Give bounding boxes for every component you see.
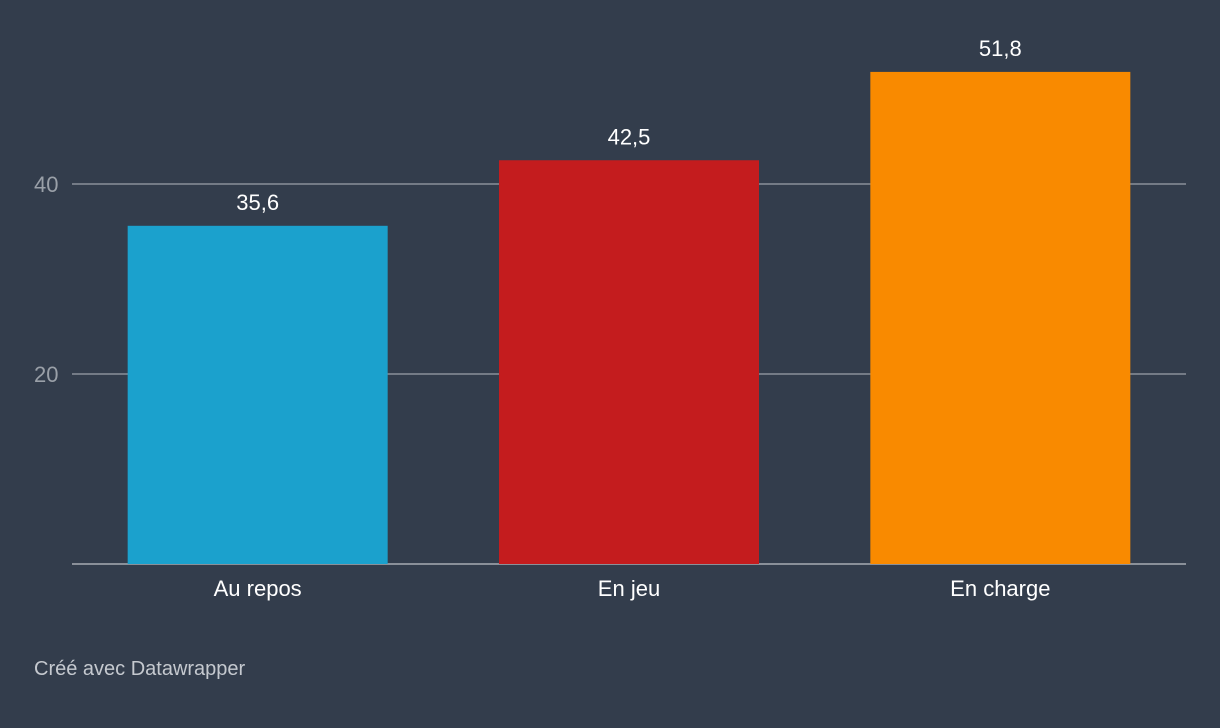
x-tick-label-en-charge: En charge	[950, 576, 1050, 601]
datawrapper-credit: Créé avec Datawrapper	[34, 658, 246, 680]
bar-au-repos	[127, 225, 388, 565]
bar-en-charge	[870, 71, 1131, 565]
y-tick-label-20: 20	[34, 362, 58, 387]
value-label-au-repos: 35,6	[236, 190, 279, 215]
value-label-en-charge: 51,8	[979, 36, 1022, 61]
x-tick-label-en-jeu: En jeu	[598, 576, 660, 601]
x-tick-label-au-repos: Au repos	[214, 576, 302, 601]
bar-en-jeu	[499, 160, 759, 564]
bar-layer	[127, 71, 1131, 565]
y-tick-label-40: 40	[34, 172, 58, 197]
label-layer: 35,6 Au repos 42,5 En jeu 51,8 En charge	[214, 36, 1051, 601]
value-label-en-jeu: 42,5	[608, 124, 651, 149]
